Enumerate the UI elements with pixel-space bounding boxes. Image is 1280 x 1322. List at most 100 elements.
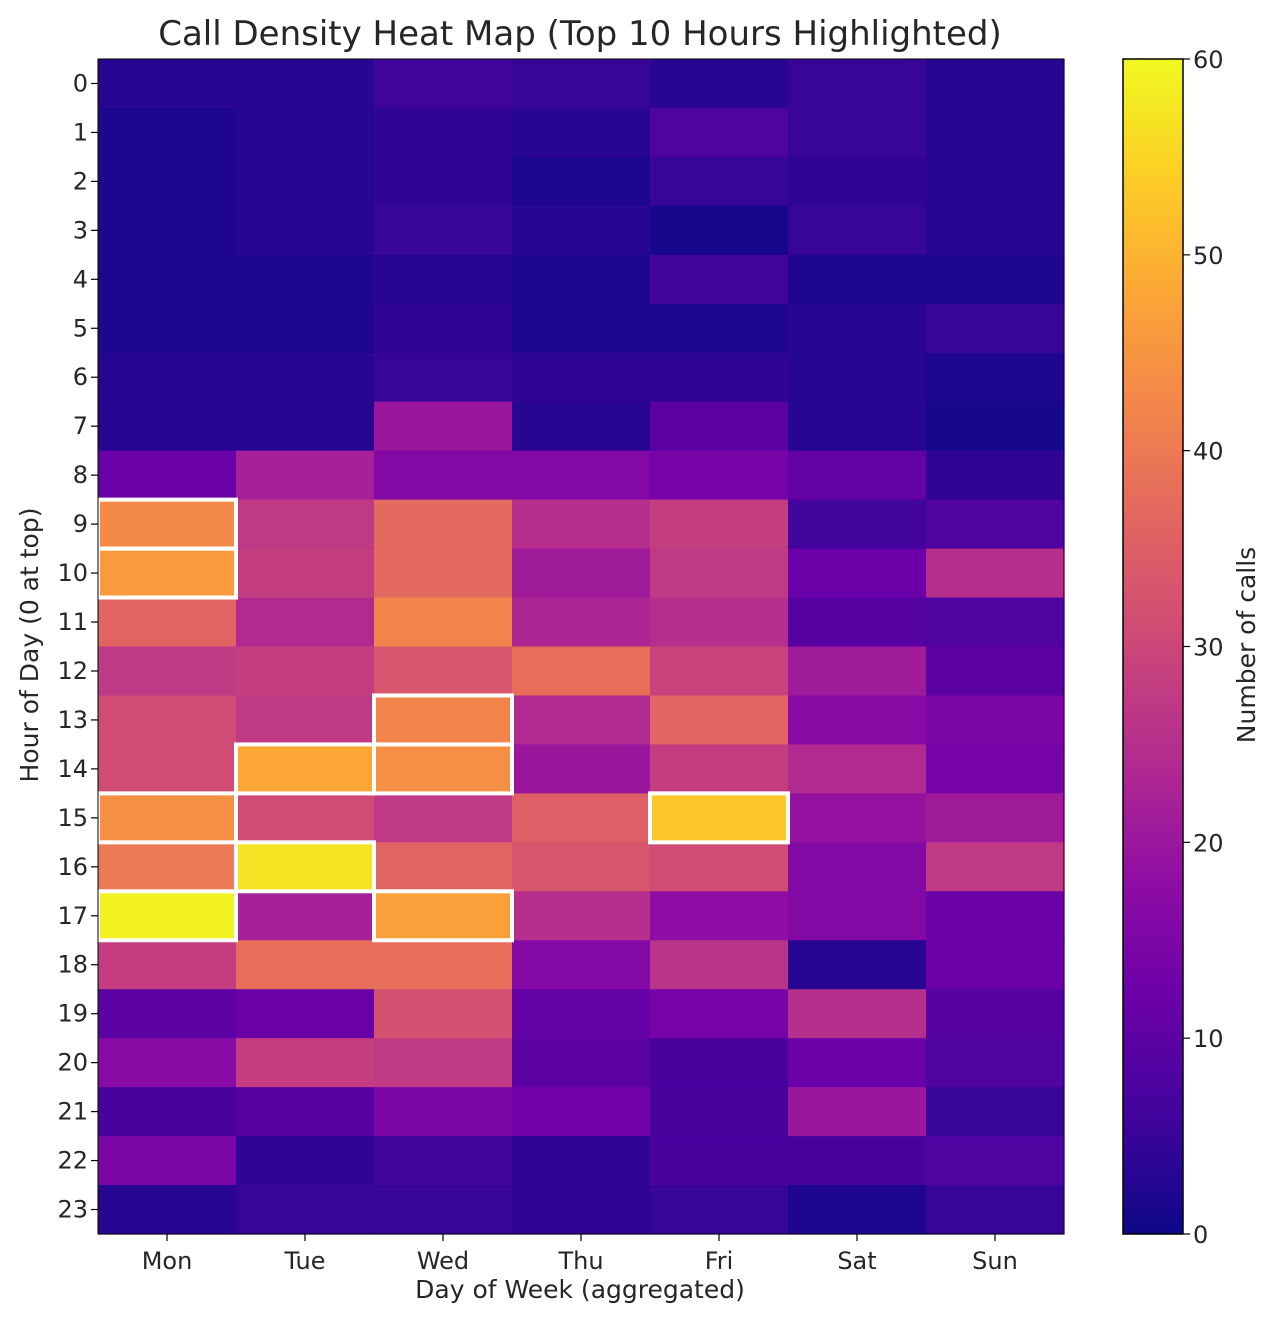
heatmap-cell (98, 303, 237, 354)
heatmap-cell (788, 499, 927, 550)
heatmap-cell (788, 450, 927, 501)
x-tick-label: Wed (417, 1247, 469, 1275)
colorbar-tick-label: 30 (1193, 634, 1224, 662)
colorbar-tick-label: 40 (1193, 438, 1224, 466)
heatmap-cell (650, 646, 789, 697)
y-tick-label: 6 (73, 363, 88, 391)
heatmap-cell (650, 744, 789, 794)
heatmap-cell (374, 1136, 513, 1186)
y-tick-label: 8 (73, 461, 88, 489)
heatmap-cell (926, 1038, 1065, 1088)
heatmap-cell (512, 156, 651, 207)
heatmap-cell (374, 450, 513, 501)
heatmap-cell (236, 450, 375, 501)
heatmap-cell (512, 744, 651, 794)
heatmap-cell (650, 989, 789, 1039)
heatmap-cell (374, 646, 513, 697)
x-tick-label: Tue (284, 1247, 326, 1275)
heatmap-cell (512, 891, 651, 941)
heatmap-cell (512, 303, 651, 354)
heatmap-cell (374, 940, 513, 990)
colorbar (1123, 59, 1183, 1234)
heatmap-cell (98, 156, 237, 207)
heatmap-cell (512, 940, 651, 990)
heatmap-cell (788, 156, 927, 207)
heatmap-cell (926, 254, 1065, 305)
heatmap-cell (512, 1136, 651, 1186)
heatmap-cell (512, 548, 651, 599)
heatmap-cell (512, 646, 651, 697)
y-tick-label: 2 (73, 167, 88, 195)
heatmap-cell (98, 695, 237, 746)
heatmap-cell (374, 401, 513, 452)
chart-title: Call Density Heat Map (Top 10 Hours High… (158, 14, 1002, 54)
heatmap-cell (788, 107, 927, 158)
heatmap-cell (788, 1185, 927, 1235)
heatmap-cell (236, 842, 375, 892)
heatmap-cell (98, 842, 237, 892)
heatmap-cell (98, 1087, 237, 1137)
heatmap-cell (926, 107, 1065, 158)
heatmap-cell (650, 450, 789, 501)
heatmap-cell (926, 1136, 1065, 1186)
heatmap-cell (512, 1185, 651, 1235)
heatmap-cell (650, 842, 789, 892)
heatmap-cell (236, 891, 375, 941)
colorbar-tick-label: 0 (1193, 1221, 1208, 1249)
heatmap-cell (374, 989, 513, 1039)
heatmap-cell (512, 254, 651, 305)
x-tick-label: Sun (972, 1247, 1018, 1275)
heatmap-cell (650, 1087, 789, 1137)
heatmap-cell (512, 989, 651, 1039)
heatmap-cell (788, 205, 927, 256)
heatmap-cell (926, 548, 1065, 599)
heatmap-cell (374, 597, 513, 648)
heatmap-cell (236, 107, 375, 158)
heatmap-cell (788, 597, 927, 648)
heatmap-cell (374, 156, 513, 207)
heatmap-cells (98, 59, 1065, 1235)
y-tick-label: 17 (57, 902, 88, 930)
heatmap-cell (98, 989, 237, 1039)
heatmap-cell (236, 401, 375, 452)
heatmap-cell (788, 59, 927, 109)
heatmap-cell (98, 352, 237, 403)
heatmap-cell (374, 842, 513, 892)
heatmap-cell (236, 597, 375, 648)
heatmap-cell (788, 842, 927, 892)
x-tick-label: Fri (705, 1247, 734, 1275)
heatmap-cell (98, 254, 237, 305)
heatmap-cell (926, 989, 1065, 1039)
heatmap-cell (98, 107, 237, 158)
heatmap-cell (650, 107, 789, 158)
x-tick-label: Sat (837, 1247, 876, 1275)
heatmap-cell (374, 352, 513, 403)
heatmap-cell (788, 695, 927, 746)
heatmap-cell (98, 205, 237, 256)
heatmap-cell (650, 401, 789, 452)
heatmap-cell (926, 205, 1065, 256)
heatmap-cell (788, 891, 927, 941)
y-tick-label: 22 (57, 1147, 88, 1175)
heatmap-cell (98, 499, 237, 550)
heatmap-cell (236, 156, 375, 207)
heatmap-cell (374, 891, 513, 941)
heatmap-cell (926, 450, 1065, 501)
colorbar-ticks: 0 10 20 30 40 50 60 (1183, 46, 1224, 1249)
heatmap-cell (374, 499, 513, 550)
heatmap-cell (788, 548, 927, 599)
heatmap-cell (926, 842, 1065, 892)
heatmap-cell (926, 891, 1065, 941)
heatmap-cell (788, 352, 927, 403)
heatmap-cell (512, 1087, 651, 1137)
heatmap-cell (98, 1038, 237, 1088)
heatmap-cell (788, 1038, 927, 1088)
y-tick-label: 21 (57, 1098, 88, 1126)
heatmap-cell (512, 597, 651, 648)
heatmap-cell (926, 646, 1065, 697)
heatmap-cell (650, 793, 789, 843)
heatmap-cell (926, 744, 1065, 794)
y-axis-label: Hour of Day (0 at top) (15, 508, 44, 783)
